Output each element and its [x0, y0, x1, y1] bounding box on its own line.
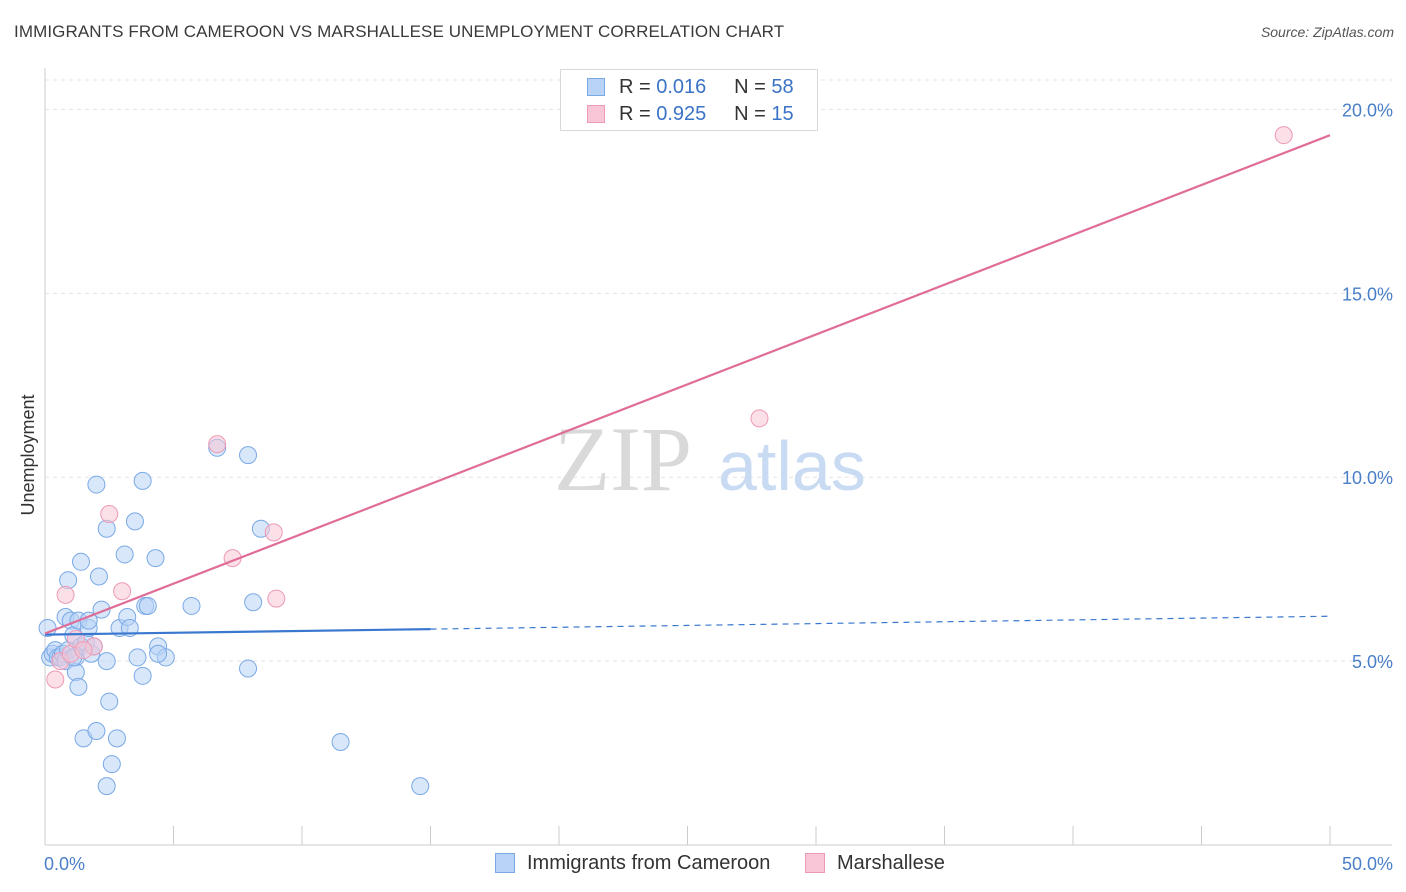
point-cameroon	[125, 512, 144, 531]
legend-n-label: N =	[734, 76, 766, 98]
watermark-atlas: atlas	[718, 427, 866, 505]
point-cameroon	[71, 552, 90, 571]
grid-lines	[45, 79, 1392, 662]
swatch-blue	[587, 78, 605, 96]
point-marshallese	[267, 589, 286, 608]
point-cameroon	[239, 659, 258, 678]
trend-line-marshallese	[44, 134, 1331, 635]
axes	[44, 68, 1392, 846]
legend-n-value: 15	[771, 103, 794, 125]
legend-r-label: R =	[619, 103, 651, 125]
point-marshallese	[1274, 126, 1293, 145]
legend-label-marshallese: Marshallese	[837, 852, 945, 874]
x-tick-label: 50.0%	[1342, 854, 1393, 874]
point-cameroon	[97, 519, 116, 538]
point-cameroon	[87, 475, 106, 494]
point-cameroon	[239, 446, 258, 465]
y-tick-label: 10.0%	[1342, 468, 1393, 488]
point-cameroon	[133, 666, 152, 685]
y-tick-label: 5.0%	[1352, 652, 1393, 672]
legend-r-value: 0.925	[656, 103, 707, 125]
point-cameroon	[149, 644, 168, 663]
trend-line-cameroon-extrapolated	[430, 615, 1331, 630]
watermark: ZIP atlas	[554, 408, 866, 510]
stats-legend: R = 0.016 N = 58 R = 0.925 N = 15	[560, 69, 818, 131]
series-marshallese-points	[46, 126, 1293, 689]
swatch-pink	[805, 853, 825, 873]
point-cameroon	[102, 755, 121, 774]
point-cameroon	[97, 777, 116, 796]
point-cameroon	[182, 596, 201, 615]
point-cameroon	[38, 619, 57, 638]
series-cameroon-points	[38, 438, 430, 796]
point-cameroon	[69, 677, 88, 696]
point-cameroon	[66, 663, 85, 682]
point-cameroon	[244, 593, 263, 612]
point-cameroon	[87, 721, 106, 740]
legend-r-label: R =	[619, 76, 651, 98]
point-cameroon	[115, 545, 134, 564]
legend-label-cameroon: Immigrants from Cameroon	[527, 852, 771, 874]
point-marshallese	[750, 409, 769, 428]
point-cameroon	[133, 471, 152, 490]
watermark-zip: ZIP	[554, 408, 692, 510]
legend-n-value: 58	[771, 76, 794, 98]
point-marshallese	[264, 523, 283, 542]
y-axis-label: Unemployment	[18, 394, 38, 515]
point-cameroon	[128, 648, 147, 667]
point-cameroon	[146, 549, 165, 568]
point-marshallese	[100, 504, 119, 523]
point-marshallese	[208, 435, 227, 454]
point-marshallese	[46, 670, 65, 689]
point-cameroon	[138, 596, 157, 615]
x-tick-label: 0.0%	[44, 854, 85, 874]
point-marshallese	[113, 582, 132, 601]
chart-title: IMMIGRANTS FROM CAMEROON VS MARSHALLESE …	[14, 22, 785, 41]
trend-line-cameroon	[44, 628, 431, 636]
point-cameroon	[97, 652, 116, 671]
point-marshallese	[56, 585, 75, 604]
y-tick-label: 20.0%	[1342, 100, 1393, 120]
swatch-blue	[495, 853, 515, 873]
trend-lines	[44, 134, 1331, 636]
y-tick-label: 15.0%	[1342, 284, 1393, 304]
point-cameroon	[89, 567, 108, 586]
point-cameroon	[411, 777, 430, 796]
point-cameroon	[59, 571, 78, 590]
source-credit: Source: ZipAtlas.com	[1260, 24, 1394, 40]
point-cameroon	[331, 733, 350, 752]
swatch-pink	[587, 105, 605, 123]
legend-n-label: N =	[734, 103, 766, 125]
point-marshallese	[74, 641, 93, 660]
point-cameroon	[100, 692, 119, 711]
legend-r-value: 0.016	[656, 76, 707, 98]
tick-labels: 5.0% 10.0% 15.0% 20.0% 0.0% 50.0%	[44, 100, 1393, 874]
point-cameroon	[107, 729, 126, 748]
